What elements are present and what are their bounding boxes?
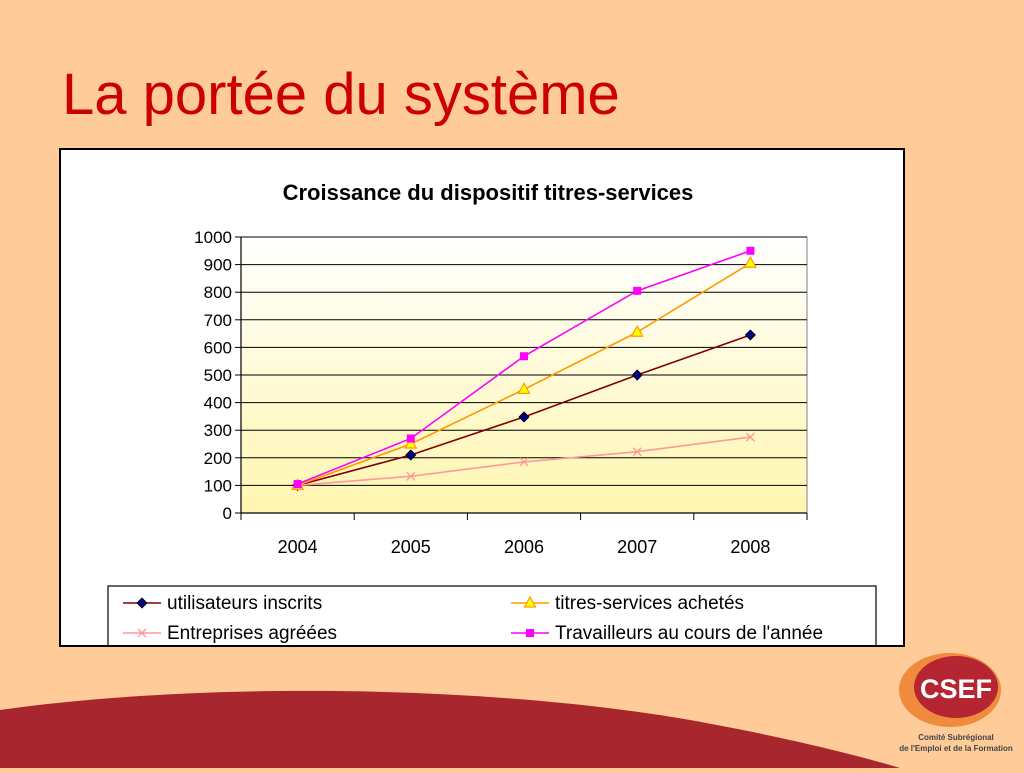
y-tick-label: 700 <box>204 311 232 330</box>
logo-subtitle-line2: de l'Emploi et de la Formation <box>899 744 1013 753</box>
data-point <box>405 449 417 461</box>
legend-label: titres-services achetés <box>555 593 744 614</box>
legend-marker <box>523 595 537 608</box>
chart-frame: Croissance du dispositif titres-services… <box>59 148 905 647</box>
csef-logo: CSEF Comité Subrégional de l'Emploi et d… <box>888 648 1024 768</box>
data-point <box>745 432 755 442</box>
legend-label: utilisateurs inscrits <box>167 593 322 614</box>
logo-inner-shape <box>914 656 998 718</box>
data-point <box>743 255 757 268</box>
logo-subtitle-line1: Comité Subrégional <box>918 733 994 742</box>
data-point <box>633 286 642 295</box>
data-point <box>746 246 755 255</box>
data-point <box>519 457 529 467</box>
y-tick-label: 400 <box>204 394 232 413</box>
y-tick-label: 0 <box>223 504 232 523</box>
y-tick-label: 800 <box>204 283 232 302</box>
data-point <box>632 447 642 457</box>
wave-shape <box>0 690 900 768</box>
chart-title: Croissance du dispositif titres-services <box>283 180 694 205</box>
x-tick-label: 2004 <box>278 537 318 557</box>
line-chart: Croissance du dispositif titres-services… <box>107 180 877 645</box>
data-point <box>404 436 418 449</box>
marker-x-stroke <box>745 432 755 442</box>
x-tick-label: 2006 <box>504 537 544 557</box>
legend: utilisateurs inscrits titres-services ach… <box>107 585 877 645</box>
legend-box <box>107 585 877 645</box>
legend-marker <box>136 597 148 609</box>
data-point <box>744 329 756 341</box>
y-tick-label: 900 <box>204 256 232 275</box>
y-tick-label: 200 <box>204 449 232 468</box>
data-point <box>517 382 531 394</box>
legend-marker <box>137 628 147 638</box>
logo-text: CSEF <box>920 674 992 704</box>
data-point <box>406 471 416 481</box>
legend-marker <box>526 629 534 637</box>
y-tick-label: 100 <box>204 476 232 495</box>
legend-label: Travailleurs au cours de l'année <box>555 623 823 644</box>
y-tick-label: 300 <box>204 421 232 440</box>
slide-title: La portée du système <box>62 62 620 127</box>
y-tick-label: 600 <box>204 338 232 357</box>
y-tick-label: 500 <box>204 366 232 385</box>
x-tick-label: 2005 <box>391 537 431 557</box>
marker-x-stroke <box>406 471 416 481</box>
y-tick-label: 1000 <box>194 228 232 247</box>
marker-x-stroke <box>137 628 147 638</box>
data-point <box>293 480 302 489</box>
marker-x-stroke <box>519 457 529 467</box>
footer-wave <box>0 690 900 768</box>
data-point <box>406 434 415 443</box>
x-tick-label: 2007 <box>617 537 657 557</box>
data-point <box>520 352 528 361</box>
data-point <box>518 411 530 423</box>
data-point <box>630 324 644 337</box>
x-tick-label: 2008 <box>730 537 770 557</box>
data-point <box>631 369 643 381</box>
marker-x-stroke <box>632 447 642 457</box>
legend-label: Entreprises agréées <box>167 623 337 644</box>
